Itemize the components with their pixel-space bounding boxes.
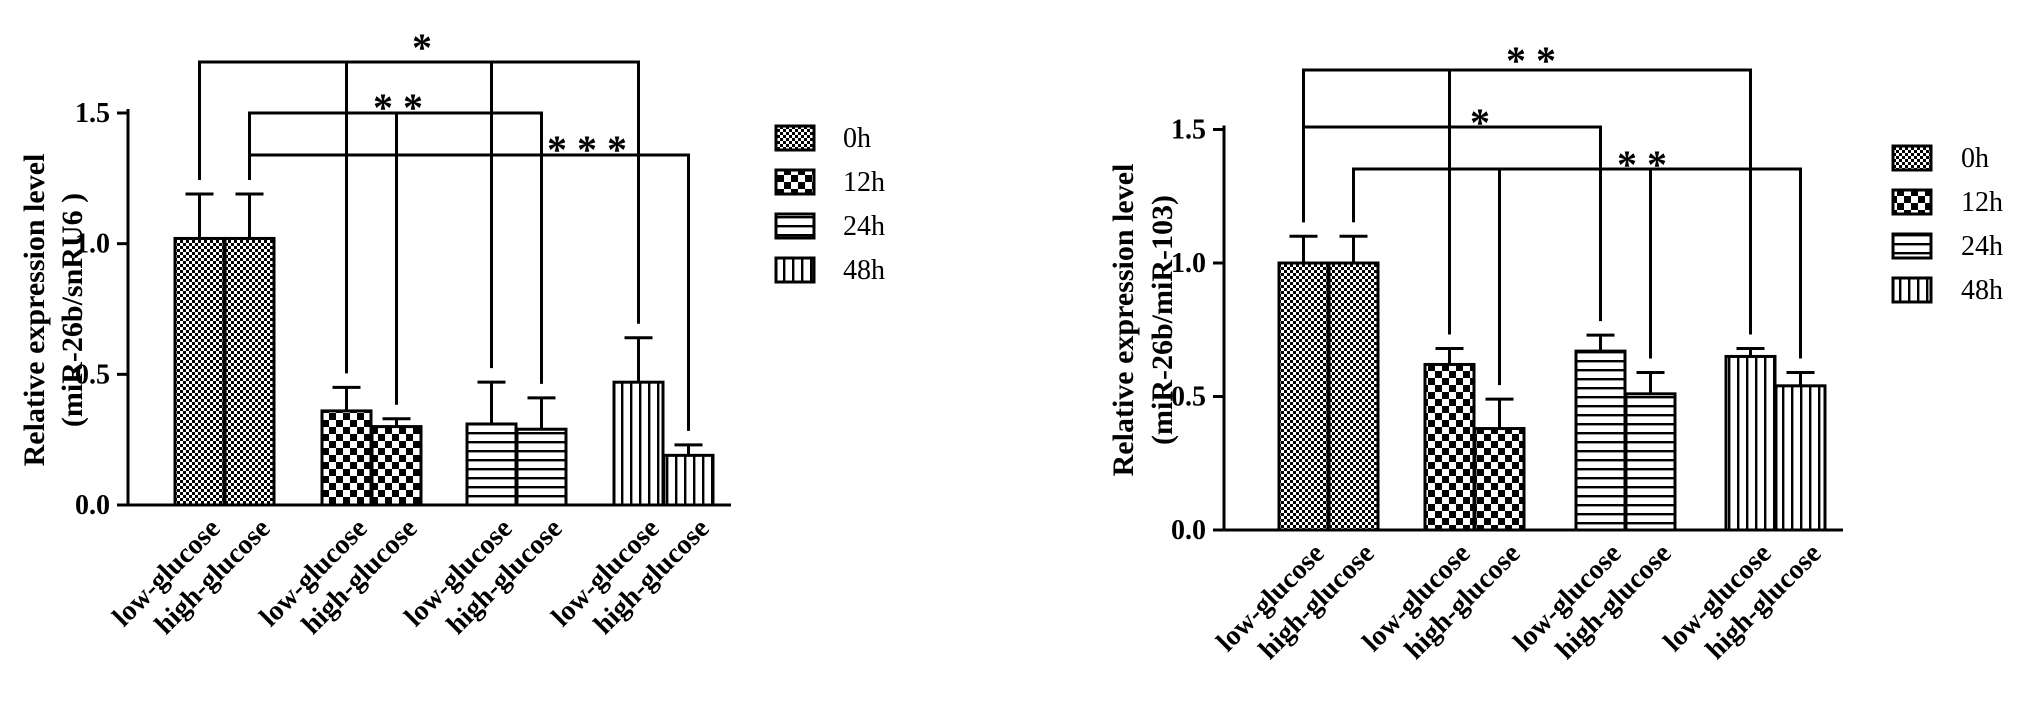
legend-label: 48h [1961, 275, 2003, 306]
axes [126, 109, 731, 507]
bar [1327, 261, 1380, 532]
bar [612, 380, 665, 507]
significance-brackets: * * * * * [1302, 38, 1802, 386]
bars [1277, 234, 1827, 532]
legend-swatch [1891, 188, 1933, 216]
y-tick-label: 1.5 [1171, 115, 1206, 146]
legend-label: 24h [1961, 231, 2003, 262]
legend-label: 12h [843, 167, 885, 198]
significance-label: * * [373, 85, 423, 130]
legend-label: 0h [843, 123, 871, 154]
bar [320, 409, 373, 507]
legend-label: 0h [1961, 143, 1989, 174]
bar [1423, 362, 1476, 532]
x-tick-labels: low-glucosehigh-glucoselow-glucosehigh-g… [1211, 538, 1828, 666]
y-tick-label: 0.5 [75, 359, 110, 390]
bar [173, 236, 226, 507]
chart-left: Relative expression level (miR-26b/snRU6… [18, 25, 885, 641]
y-axis-title-line1: Relative expression level [1107, 164, 1140, 477]
bar [1624, 392, 1677, 532]
significance-label: * * [1506, 38, 1556, 83]
significance-label: * * [1617, 142, 1667, 187]
bar [370, 425, 423, 507]
bar [1574, 349, 1627, 532]
significance-label: * [1470, 100, 1490, 145]
bar [1724, 354, 1777, 532]
legend-swatch [1891, 232, 1933, 260]
legend: 0h 12h 24h 48h [774, 123, 885, 286]
bar [515, 427, 568, 507]
y-tick-label: 0.0 [75, 490, 110, 521]
bar [662, 453, 715, 507]
axes [1222, 125, 1843, 532]
bar [1774, 384, 1827, 532]
significance-label: * * * [547, 127, 627, 172]
legend: 0h 12h 24h 48h [1891, 143, 2003, 306]
y-axis-title-line1: Relative expression level [18, 154, 51, 467]
legend-swatch [774, 256, 816, 284]
y-tick-label: 0.5 [1171, 382, 1206, 413]
bar [465, 422, 518, 507]
y-tick-label: 1.0 [1171, 248, 1206, 279]
legend-swatch [1891, 144, 1933, 172]
x-tick-labels: low-glucosehigh-glucoselow-glucosehigh-g… [107, 513, 716, 641]
y-tick-label: 1.5 [75, 98, 110, 129]
y-tick-labels: 0.0 0.5 1.0 1.5 [75, 98, 128, 521]
significance-label: * [412, 25, 432, 70]
legend-label: 48h [843, 255, 885, 286]
y-tick-label: 0.0 [1171, 515, 1206, 546]
legend-label: 12h [1961, 187, 2003, 218]
significance-brackets: * * * * * * [198, 25, 690, 431]
legend-swatch [1891, 276, 1933, 304]
legend-swatch [774, 212, 816, 240]
chart-right: Relative expression level (miR-26b/miR-1… [1107, 38, 2003, 666]
legend-swatch [774, 168, 816, 196]
y-tick-label: 1.0 [75, 229, 110, 260]
bars [173, 192, 715, 507]
bar [1277, 261, 1330, 532]
legend-label: 24h [843, 211, 885, 242]
y-tick-labels: 0.0 0.5 1.0 1.5 [1171, 115, 1224, 546]
bar [1473, 427, 1526, 532]
bar [223, 236, 276, 507]
y-axis-title-line2: (miR-26b/miR-103) [1146, 195, 1179, 445]
legend-swatch [774, 124, 816, 152]
y-axis-title-line2: (miR-26b/snRU6 ) [56, 193, 89, 427]
